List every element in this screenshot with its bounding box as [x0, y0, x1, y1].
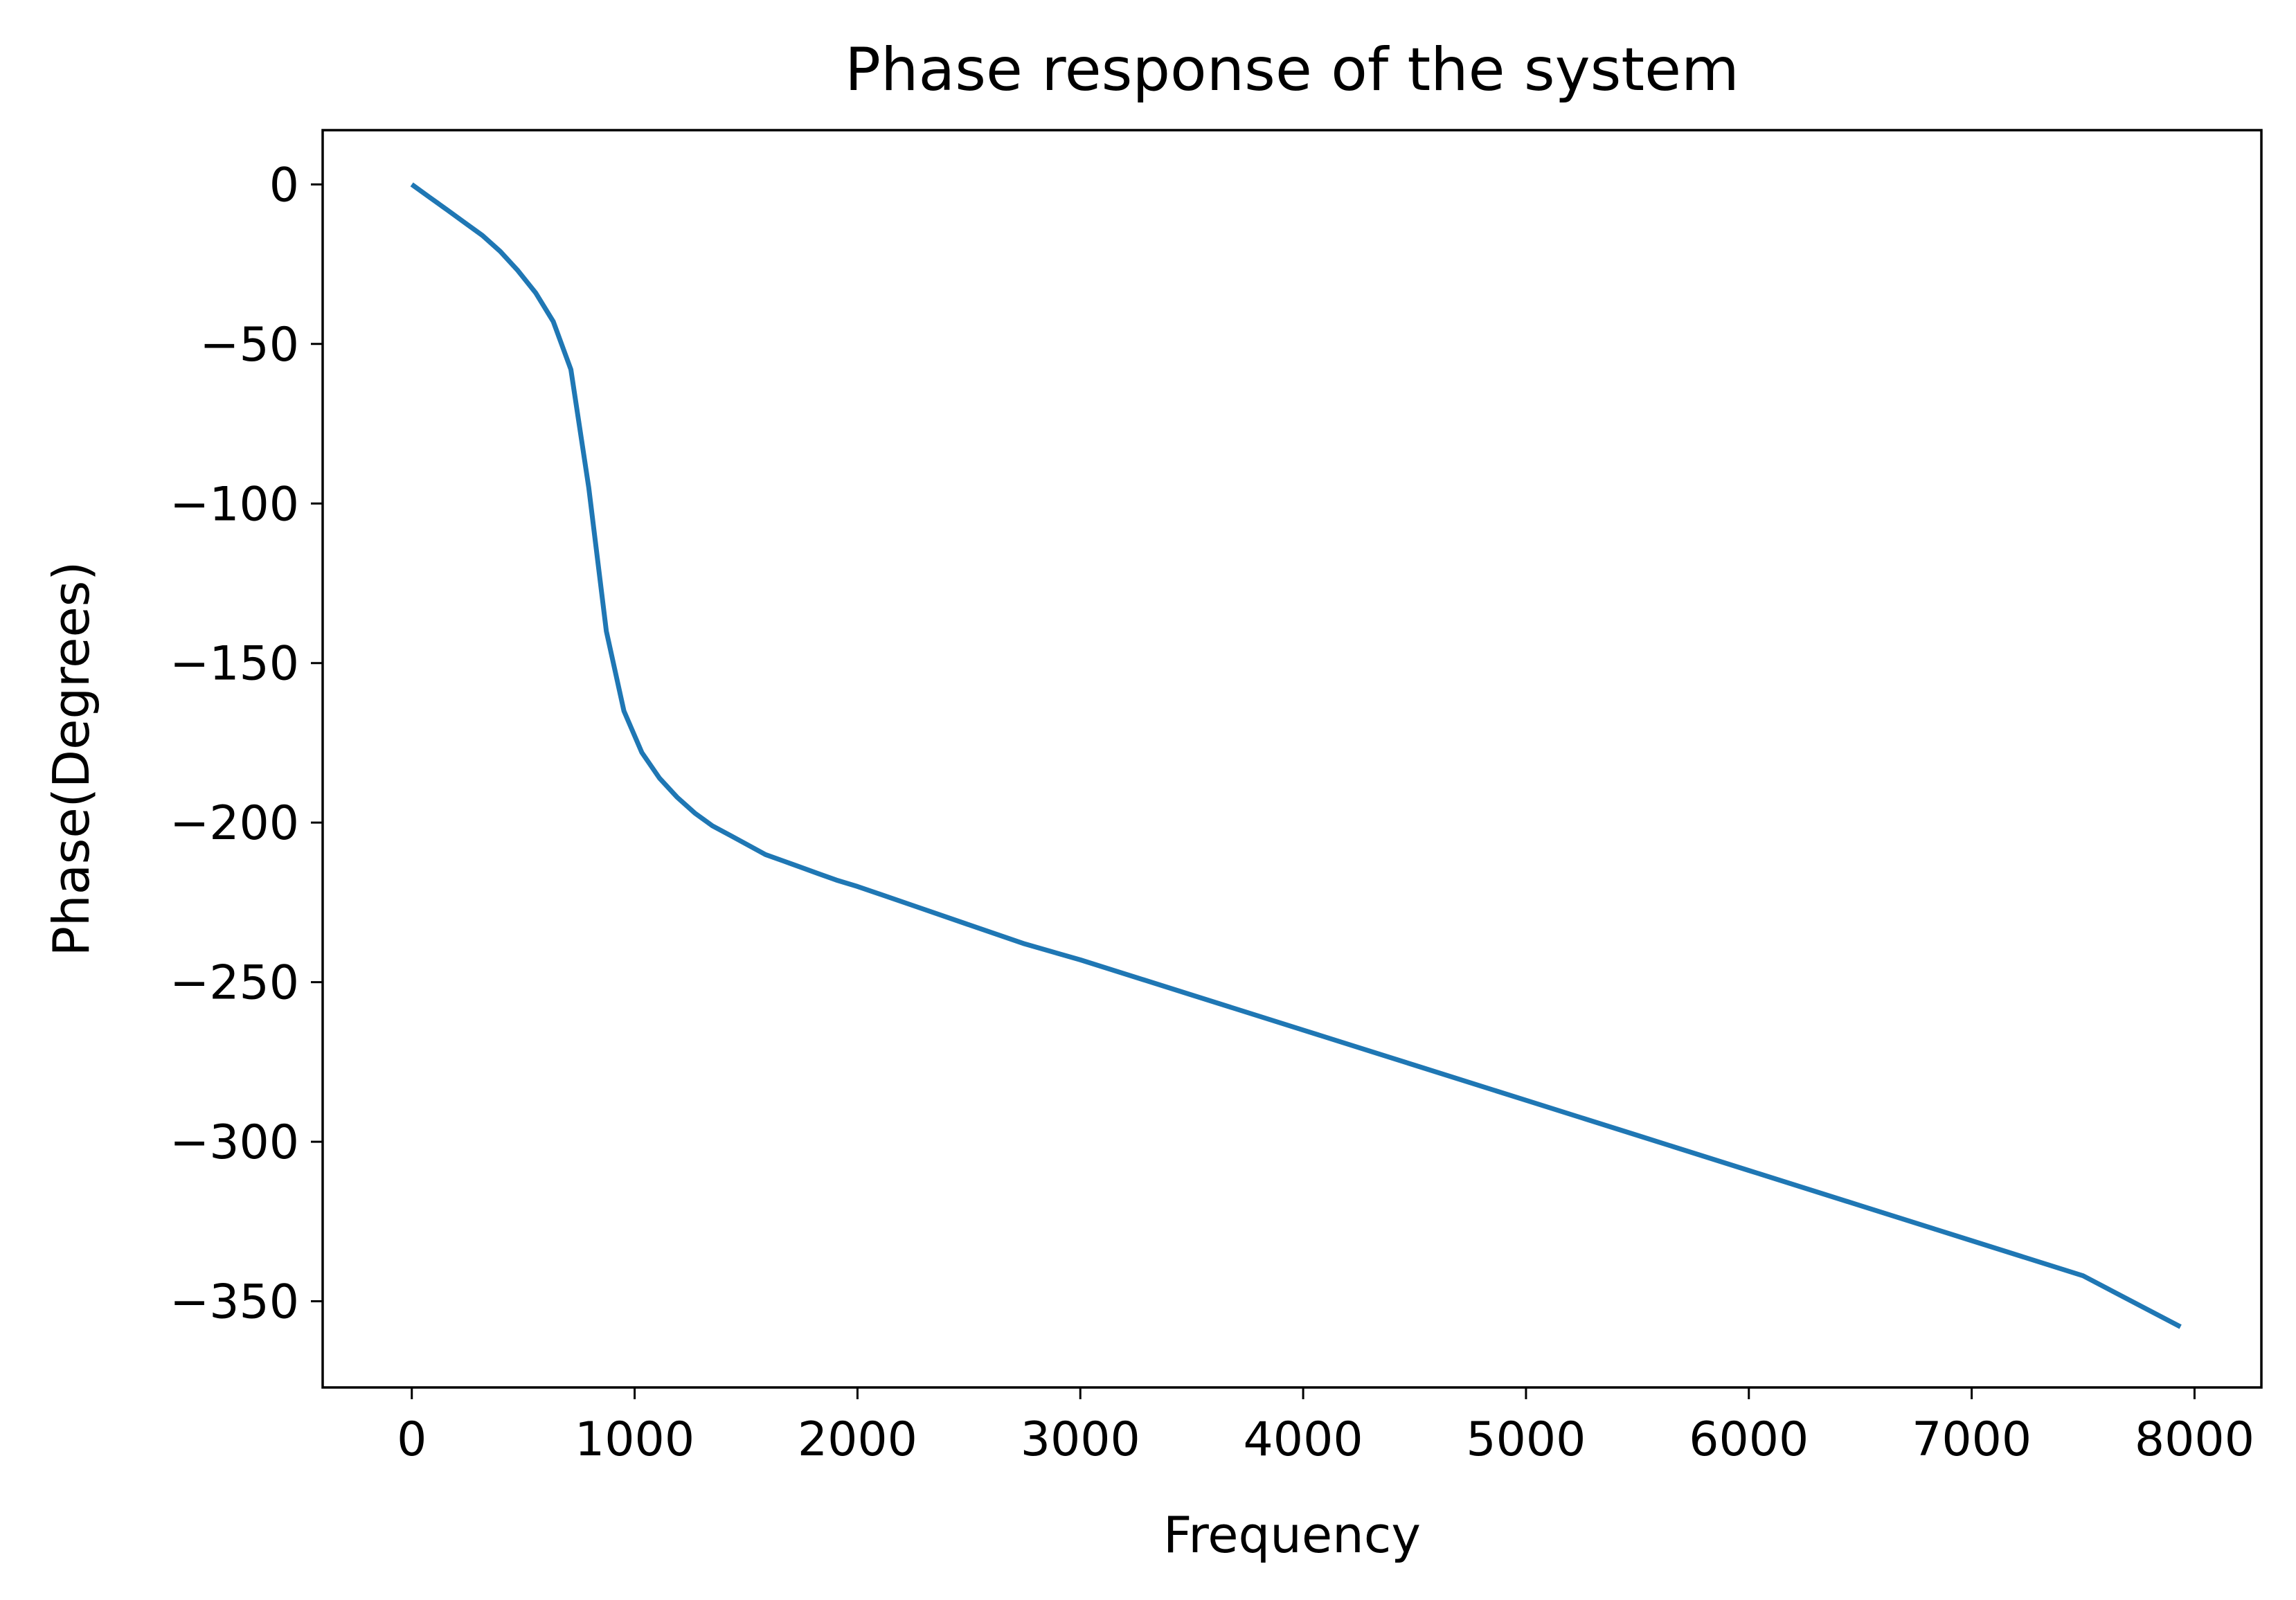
x-axis: 0 1000 2000 3000 4000 5000 6000 7000 8000	[397, 1387, 2254, 1467]
y-tick-label: 0	[269, 158, 299, 213]
y-tick-label: −100	[170, 477, 299, 532]
x-tick-label: 4000	[1244, 1412, 1363, 1467]
x-tick-label: 1000	[575, 1412, 694, 1467]
y-tick-label: −200	[170, 796, 299, 851]
y-tick-label: −50	[199, 318, 299, 372]
plot-frame	[321, 129, 2263, 1389]
x-tick-label: 5000	[1466, 1412, 1586, 1467]
chart-title: Phase response of the system	[845, 35, 1739, 105]
series-line	[410, 182, 2182, 1329]
y-tick-label: −350	[170, 1275, 299, 1330]
x-tick-label: 6000	[1689, 1412, 1809, 1467]
x-tick-label: 0	[397, 1412, 427, 1467]
x-tick-label: 8000	[2135, 1412, 2254, 1467]
x-tick-label: 7000	[1912, 1412, 2032, 1467]
y-tick-label: −150	[170, 637, 299, 692]
y-axis: 0 −50 −100 −150 −200 −250 −300 −350	[170, 158, 323, 1330]
x-axis-label: Frequency	[1163, 1506, 1421, 1564]
plot-area	[321, 129, 2263, 1389]
y-axis-label: Phase(Degrees)	[42, 561, 100, 957]
x-tick-label: 2000	[798, 1412, 917, 1467]
x-tick-label: 3000	[1021, 1412, 1140, 1467]
y-tick-label: −250	[170, 956, 299, 1011]
y-tick-label: −300	[170, 1115, 299, 1170]
